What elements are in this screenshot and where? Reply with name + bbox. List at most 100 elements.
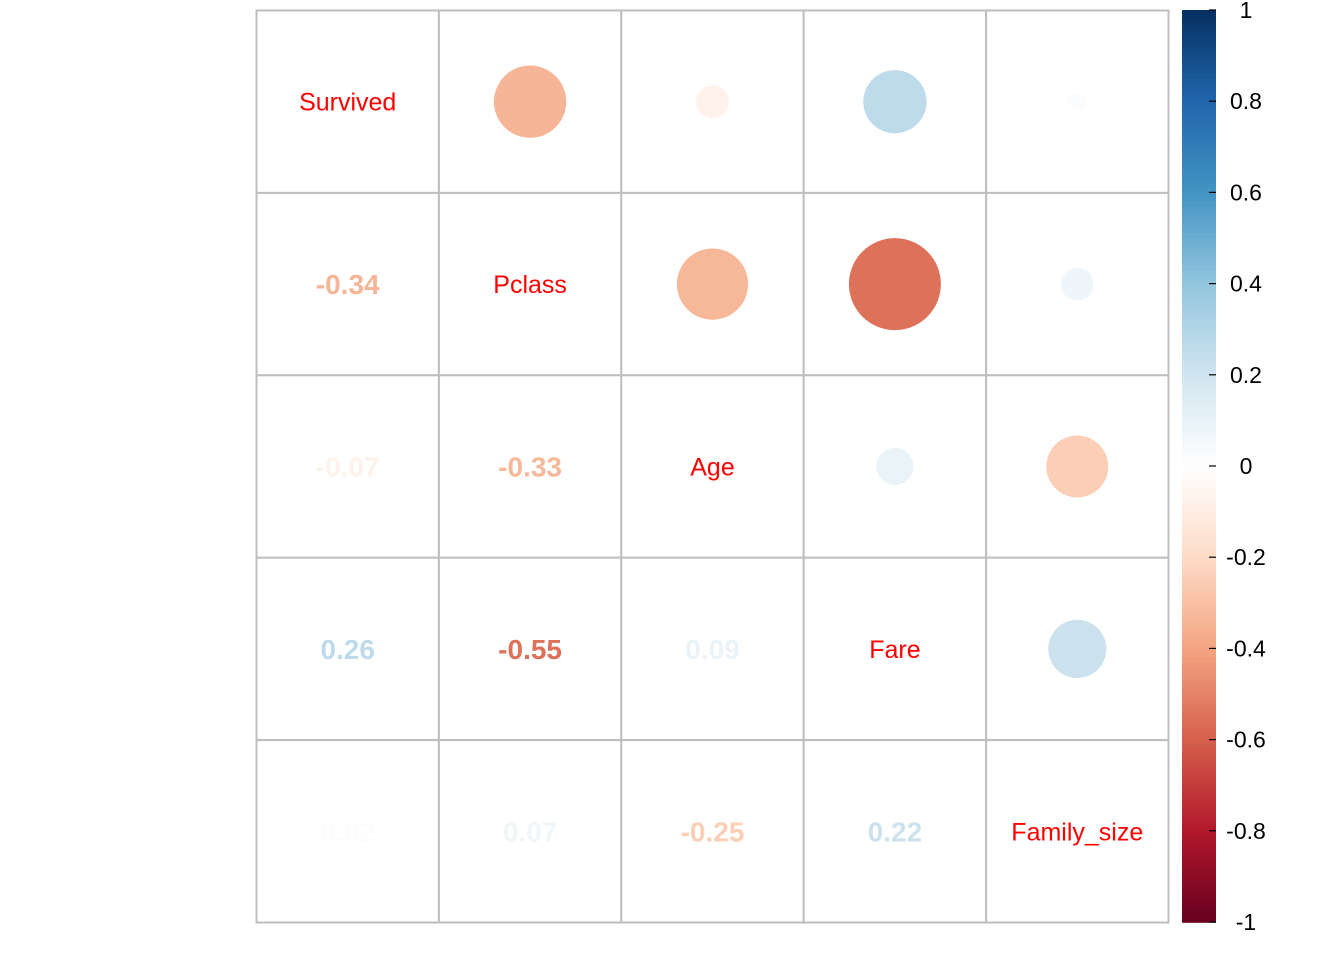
colorbar-tick-label: -0.2: [1226, 544, 1266, 570]
colorbar-segment: [1182, 101, 1216, 107]
colorbar-segment: [1182, 393, 1216, 399]
colorbar-segment: [1182, 19, 1216, 25]
colorbar-segment: [1182, 324, 1216, 330]
colorbar-segment: [1182, 114, 1216, 121]
colorbar-segment: [1182, 238, 1216, 244]
corr-value-4-3: 0.22: [868, 816, 923, 847]
colorbar-segment: [1182, 447, 1216, 454]
colorbar-segment: [1182, 78, 1216, 84]
colorbar-tick-label: -1: [1236, 909, 1256, 935]
matrix-cell-4-4: [985, 739, 1170, 924]
colorbar-segment: [1182, 14, 1216, 20]
colorbar-segment: [1182, 315, 1216, 321]
colorbar-segment: [1182, 69, 1216, 75]
colorbar-segment: [1182, 580, 1216, 586]
corr-value-2-0: -0.07: [316, 452, 380, 483]
colorbar-segment: [1182, 361, 1216, 367]
colorbar-segment: [1182, 151, 1216, 157]
colorbar-segment: [1182, 776, 1216, 782]
colorbar-segment: [1182, 320, 1216, 326]
colorbar-segment: [1182, 365, 1216, 372]
colorbar-segment: [1182, 333, 1216, 340]
colorbar-tick-label: 0: [1240, 453, 1253, 479]
colorbar-segment: [1182, 292, 1216, 299]
colorbar-segment: [1182, 712, 1216, 718]
colorbar-segment: [1182, 420, 1216, 426]
matrix-cell-3-1: [437, 556, 623, 742]
colorbar-segment: [1182, 146, 1216, 153]
colorbar-segment: [1182, 744, 1216, 750]
colorbar-segment: [1182, 529, 1216, 536]
colorbar-segment: [1182, 493, 1216, 499]
colorbar-segment: [1182, 520, 1216, 527]
colorbar-segment: [1182, 443, 1216, 449]
colorbar-segment: [1182, 87, 1216, 93]
matrix-cell-2-2: [620, 374, 805, 559]
colorbar-segment: [1182, 329, 1216, 335]
matrix-cell-2-3: [802, 374, 988, 559]
corr-circle-2-4: [1046, 435, 1109, 498]
colorbar-segment: [1182, 155, 1216, 162]
colorbar-segment: [1182, 561, 1216, 568]
colorbar-segment: [1182, 634, 1216, 641]
colorbar-segment: [1182, 716, 1216, 723]
colorbar-segment: [1182, 187, 1216, 194]
colorbar-segment: [1182, 890, 1216, 896]
colorbar-segment: [1182, 470, 1216, 476]
corr-value-4-2: -0.25: [681, 816, 745, 847]
colorbar-segment: [1182, 201, 1216, 207]
colorbar-segment: [1182, 903, 1216, 910]
matrix-cell-1-0: [255, 191, 440, 377]
colorbar-segment: [1182, 666, 1216, 672]
colorbar-segment: [1182, 680, 1216, 686]
corr-circle-1-4: [1060, 267, 1094, 301]
colorbar-segment: [1182, 789, 1216, 796]
colorbar-segment: [1182, 753, 1216, 759]
colorbar-segment: [1182, 794, 1216, 800]
colorbar-segment: [1182, 725, 1216, 732]
colorbar-segment: [1182, 808, 1216, 814]
colorbar-segment: [1182, 32, 1216, 39]
matrix-cell-0-0: [255, 9, 440, 194]
colorbar-segment: [1182, 844, 1216, 850]
colorbar-segment: [1182, 128, 1216, 134]
colorbar-segment: [1182, 55, 1216, 61]
colorbar-segment: [1182, 64, 1216, 71]
colorbar-segment: [1182, 657, 1216, 663]
colorbar-segment: [1182, 762, 1216, 768]
colorbar-segment: [1182, 51, 1216, 57]
colorbar-segment: [1182, 894, 1216, 900]
colorbar-segment: [1182, 885, 1216, 891]
colorbar-segment: [1182, 548, 1216, 554]
matrix-cell-2-1: [437, 374, 623, 559]
colorbar-segment: [1182, 192, 1216, 198]
colorbar-segment: [1182, 707, 1216, 714]
colorbar-segment: [1182, 826, 1216, 832]
colorbar-segment: [1182, 142, 1216, 148]
colorbar-segment: [1182, 82, 1216, 89]
colorbar-segment: [1182, 415, 1216, 422]
corr-value-2-1: -0.33: [498, 452, 562, 483]
corr-value-4-1: 0.07: [503, 816, 558, 847]
corr-circle-2-3: [876, 447, 914, 486]
colorbar-segment: [1182, 575, 1216, 581]
colorbar-segment: [1182, 438, 1216, 444]
colorbar-tick-label: 1: [1240, 0, 1253, 23]
colorbar-segment: [1182, 538, 1216, 545]
colorbar-segment: [1182, 383, 1216, 390]
colorbar-segment: [1182, 215, 1216, 221]
colorbar-tick-label: 0.6: [1230, 179, 1262, 205]
colorbar-segment: [1182, 607, 1216, 613]
colorbar-segment: [1182, 557, 1216, 563]
colorbar-segment: [1182, 402, 1216, 408]
colorbar-segment: [1182, 379, 1216, 385]
colorbar-segment: [1182, 525, 1216, 531]
colorbar-segment: [1182, 611, 1216, 618]
colorbar-segment: [1182, 224, 1216, 230]
colorbar-segment: [1182, 780, 1216, 786]
colorbar-segment: [1182, 137, 1216, 144]
colorbar-segment: [1182, 283, 1216, 289]
colorbar-segment: [1182, 256, 1216, 262]
colorbar-segment: [1182, 602, 1216, 609]
variable-label-age: Age: [690, 454, 734, 482]
